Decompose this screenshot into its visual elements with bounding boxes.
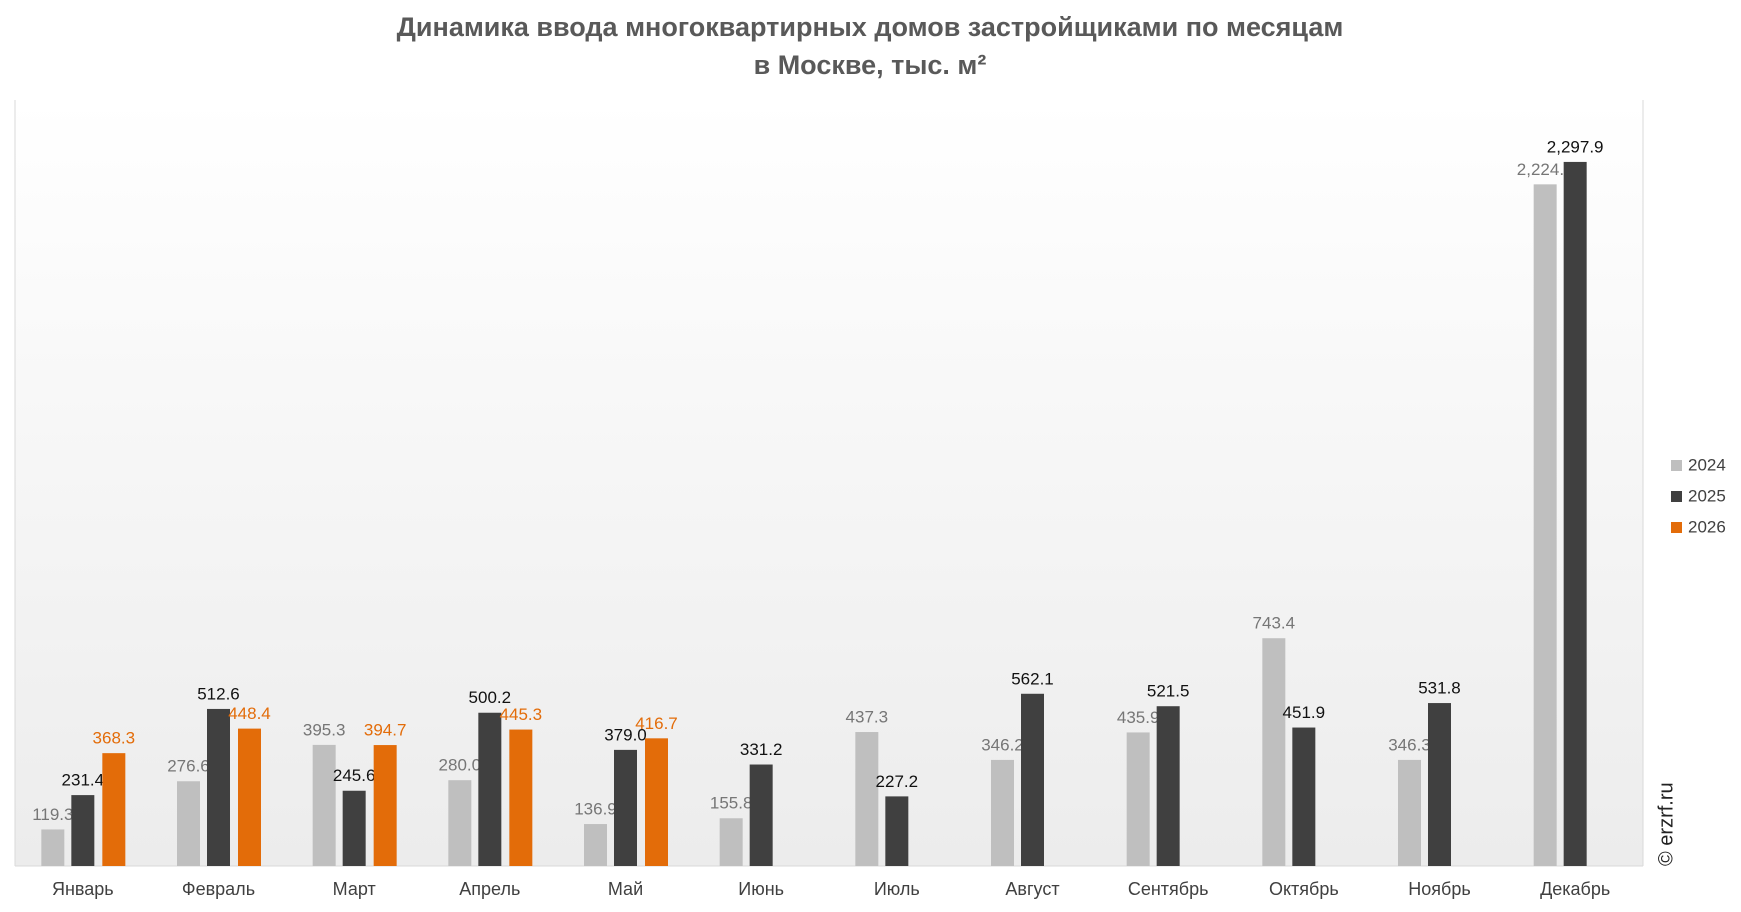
watermark: © erzrf.ru <box>1655 782 1677 866</box>
bar <box>645 738 668 866</box>
value-label: 521.5 <box>1147 682 1190 701</box>
bar <box>855 732 879 866</box>
value-label: 435.9 <box>1117 708 1160 727</box>
value-label: 500.2 <box>469 688 512 707</box>
bar <box>478 712 502 866</box>
value-label: 743.4 <box>1253 614 1296 633</box>
value-label: 562.1 <box>1011 669 1054 688</box>
bar <box>991 759 1014 866</box>
bar <box>1021 693 1044 866</box>
legend-label: 2025 <box>1688 486 1726 505</box>
value-label: 346.3 <box>1388 735 1431 754</box>
x-tick-label: Март <box>333 879 376 899</box>
value-label: 280.0 <box>439 756 482 775</box>
bar <box>614 749 637 866</box>
value-label: 437.3 <box>846 707 889 726</box>
value-label: 2,297.9 <box>1547 137 1604 156</box>
value-label: 394.7 <box>364 721 407 740</box>
bar <box>509 729 533 866</box>
bar <box>238 728 261 866</box>
bar <box>1126 732 1150 866</box>
value-label: 445.3 <box>500 705 543 724</box>
value-label: 395.3 <box>303 720 346 739</box>
value-label: 531.8 <box>1418 679 1461 698</box>
bar <box>1428 703 1451 866</box>
x-tick-label: Июль <box>874 879 920 899</box>
bar <box>1533 184 1557 866</box>
bar <box>102 753 126 866</box>
legend-swatch <box>1671 522 1682 533</box>
value-label: 245.6 <box>333 766 376 785</box>
value-label: 368.3 <box>93 729 136 748</box>
value-label: 155.8 <box>710 794 753 813</box>
bar <box>342 790 366 866</box>
bar <box>584 824 607 866</box>
bar <box>312 744 336 866</box>
x-tick-label: Апрель <box>459 879 520 899</box>
value-label: 136.9 <box>574 800 617 819</box>
legend-label: 2024 <box>1688 455 1726 474</box>
value-label: 331.2 <box>740 740 783 759</box>
plot-background <box>15 100 1643 866</box>
value-label: 119.3 <box>32 805 73 824</box>
bar <box>1563 161 1587 866</box>
bar <box>41 829 65 866</box>
value-label: 451.9 <box>1283 703 1326 722</box>
x-tick-label: Февраль <box>182 879 255 899</box>
legend-swatch <box>1671 491 1682 502</box>
legend-label: 2026 <box>1688 517 1726 536</box>
value-label: 448.4 <box>228 704 271 723</box>
value-label: 276.6 <box>167 757 210 776</box>
bar <box>885 796 909 866</box>
bar <box>207 708 230 866</box>
legend-swatch <box>1671 460 1682 471</box>
bar <box>1156 706 1180 866</box>
value-label: 512.6 <box>197 684 240 703</box>
value-label: 379.0 <box>604 725 647 744</box>
bar <box>448 780 472 866</box>
x-tick-label: Август <box>1005 879 1059 899</box>
x-tick-label: Июнь <box>738 879 784 899</box>
x-tick-label: Ноябрь <box>1408 879 1470 899</box>
value-label: 227.2 <box>876 772 919 791</box>
value-label: 2,224.7 <box>1517 160 1574 179</box>
bar <box>749 764 773 866</box>
bar <box>1262 638 1286 866</box>
bar <box>719 818 743 866</box>
x-tick-label: Декабрь <box>1540 879 1610 899</box>
bar <box>177 781 200 866</box>
value-label: 231.4 <box>62 771 105 790</box>
x-tick-label: Май <box>608 879 643 899</box>
x-tick-label: Январь <box>52 879 114 899</box>
value-label: 416.7 <box>635 714 678 733</box>
chart-subtitle: в Москве, тыс. м² <box>754 50 987 80</box>
bar <box>1398 759 1421 866</box>
bar <box>373 745 397 866</box>
x-tick-label: Сентябрь <box>1128 879 1209 899</box>
x-tick-label: Октябрь <box>1269 879 1339 899</box>
value-label: 346.2 <box>981 735 1024 754</box>
bar <box>71 795 95 866</box>
bar <box>1292 727 1316 866</box>
chart-title: Динамика ввода многоквартирных домов зас… <box>397 12 1344 42</box>
